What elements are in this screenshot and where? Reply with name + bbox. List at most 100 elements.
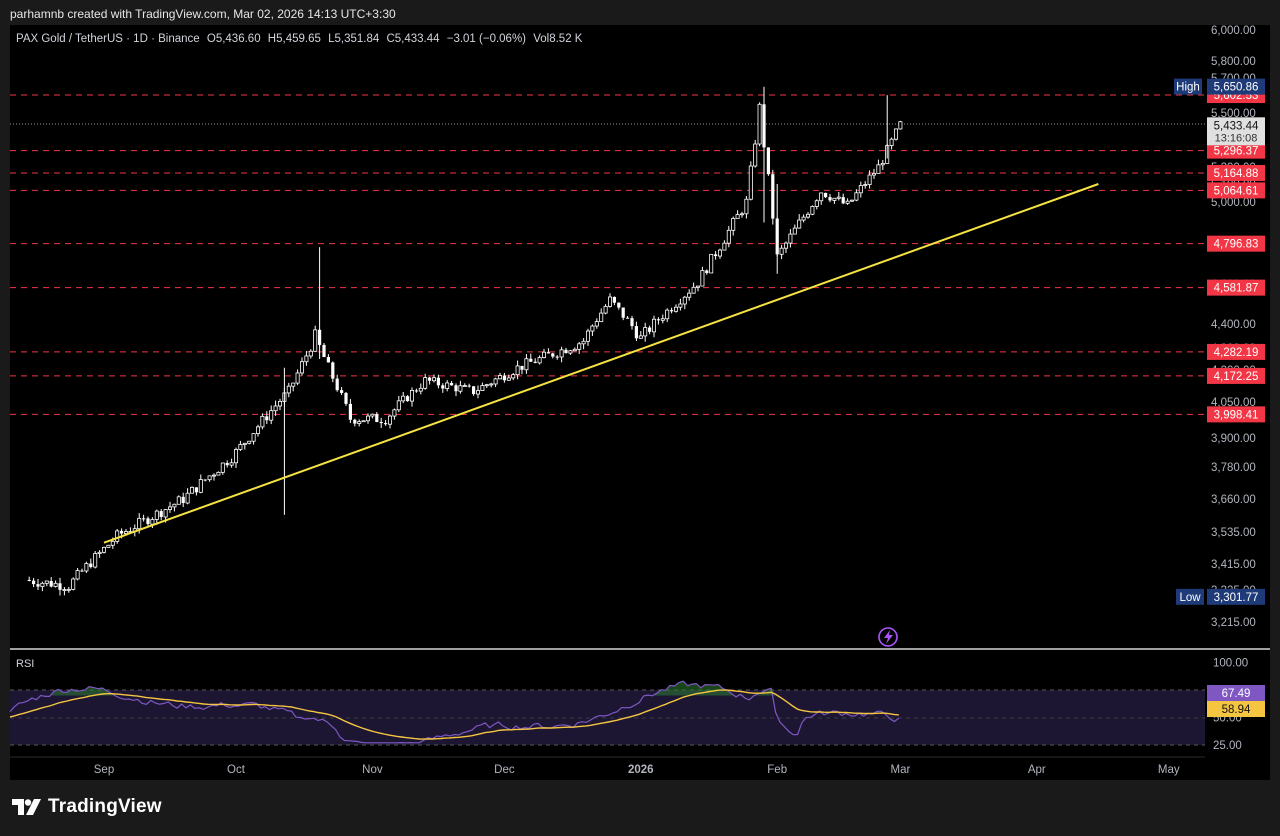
rsi-line: [9, 680, 900, 744]
candle-body: [484, 384, 489, 387]
price-tick-label: 3,215.00: [1211, 617, 1256, 629]
time-tick-label: Apr: [1028, 764, 1046, 776]
candle-body: [735, 214, 740, 219]
candle-body: [340, 390, 344, 393]
candle-body: [124, 531, 129, 534]
candle-body: [423, 377, 428, 389]
price-badge: [1207, 78, 1265, 95]
candle-body: [176, 496, 181, 505]
candle-body: [872, 173, 877, 176]
candle-body: [211, 474, 216, 477]
candle-body: [120, 530, 124, 534]
candle-body: [102, 546, 107, 553]
brand-wordmark: TradingView: [48, 796, 162, 817]
candle-body: [612, 296, 616, 303]
candle-body: [379, 421, 383, 424]
candle-body: [441, 385, 445, 389]
candle-body: [414, 390, 418, 392]
candle-body: [748, 165, 753, 200]
price-tick-label: 3,415.00: [1211, 559, 1256, 571]
candle-body: [375, 414, 379, 422]
candle-body: [348, 403, 352, 420]
candle-body: [260, 415, 265, 428]
trendline: [103, 183, 1099, 544]
candle-body: [44, 580, 49, 584]
candle-body: [396, 400, 401, 411]
candle-body: [163, 509, 168, 518]
candle-body: [674, 306, 679, 312]
chart-legend: PAX Gold / TetherUS · 1D · Binance O5,43…: [16, 33, 586, 45]
volume-value: Vol8.52 K: [533, 33, 583, 45]
candle-body: [581, 340, 586, 345]
candle-body: [828, 197, 832, 201]
candle-body: [106, 544, 111, 548]
price-badge: [1207, 685, 1265, 701]
candle-body: [626, 317, 630, 319]
candle-body: [722, 242, 727, 251]
candle-body: [506, 377, 511, 381]
candle-body: [779, 247, 784, 255]
price-tick-label: 3,780.00: [1211, 462, 1256, 474]
candle-body: [810, 205, 815, 215]
low-value: L5,351.84: [328, 33, 380, 45]
price-tick-label: 3,900.00: [1211, 433, 1256, 445]
chart-credit: parhamnb created with TradingView.com, M…: [10, 7, 396, 21]
candle-body: [489, 383, 494, 386]
price-badge: [1207, 235, 1265, 252]
price-badge: [1207, 164, 1265, 181]
candle-body: [401, 395, 406, 402]
candle-body: [529, 358, 533, 362]
price-tick-label: 5,800.00: [1211, 56, 1256, 68]
candle-body: [40, 582, 45, 588]
candle-body: [867, 174, 872, 185]
candle-body: [313, 329, 318, 352]
candle-body: [365, 415, 370, 422]
last-price-label: 5,433.44: [1214, 120, 1259, 132]
candle-body: [220, 462, 225, 473]
candle-body: [630, 318, 634, 327]
candle-body: [700, 270, 705, 287]
lightning-icon[interactable]: [878, 627, 898, 647]
price-badge: [1207, 701, 1265, 717]
candle-body: [586, 330, 591, 342]
price-badge: [1207, 343, 1265, 360]
candle-body: [493, 378, 498, 385]
candle-body: [189, 486, 194, 494]
candle-body: [207, 475, 212, 481]
price-badge: [1207, 367, 1265, 384]
candle-body: [304, 355, 309, 363]
candle-body: [784, 242, 789, 249]
candle-body: [233, 449, 238, 464]
candle-body: [273, 405, 278, 412]
candle-body: [467, 385, 471, 387]
candle-body: [824, 192, 828, 198]
tradingview-logo[interactable]: TradingView: [12, 796, 162, 818]
candle-body: [361, 420, 366, 423]
time-tick-label: 2026: [628, 764, 654, 776]
candle-body: [66, 588, 71, 591]
candle-body: [238, 444, 243, 450]
candle-body: [53, 582, 58, 587]
candle-body: [520, 365, 524, 370]
price-tick-label: 5,500.00: [1211, 108, 1256, 120]
candle-body: [286, 385, 291, 394]
price-badge-label: 5,296.37: [1214, 146, 1259, 158]
price-tick-label: 5,000.00: [1211, 197, 1256, 209]
price-badge-label: 5,650.86: [1214, 82, 1259, 94]
candle-body: [714, 254, 718, 257]
candle-body: [216, 471, 221, 476]
candle-body: [344, 392, 348, 404]
candle-body: [792, 227, 797, 235]
candle-body: [110, 540, 115, 546]
candle-body: [819, 192, 824, 202]
candle-body: [744, 198, 749, 215]
candle-body: [229, 462, 234, 466]
candle-body: [475, 390, 480, 395]
price-badge-label: 4,796.83: [1214, 239, 1259, 251]
candle-body: [277, 400, 282, 407]
candle-body: [93, 553, 98, 568]
price-badge-label: 5,064.61: [1214, 185, 1259, 197]
time-axis-ticks: Sep Oct Nov Dec 2026 Feb Mar Apr May: [94, 764, 1180, 776]
candle-body: [797, 219, 802, 229]
